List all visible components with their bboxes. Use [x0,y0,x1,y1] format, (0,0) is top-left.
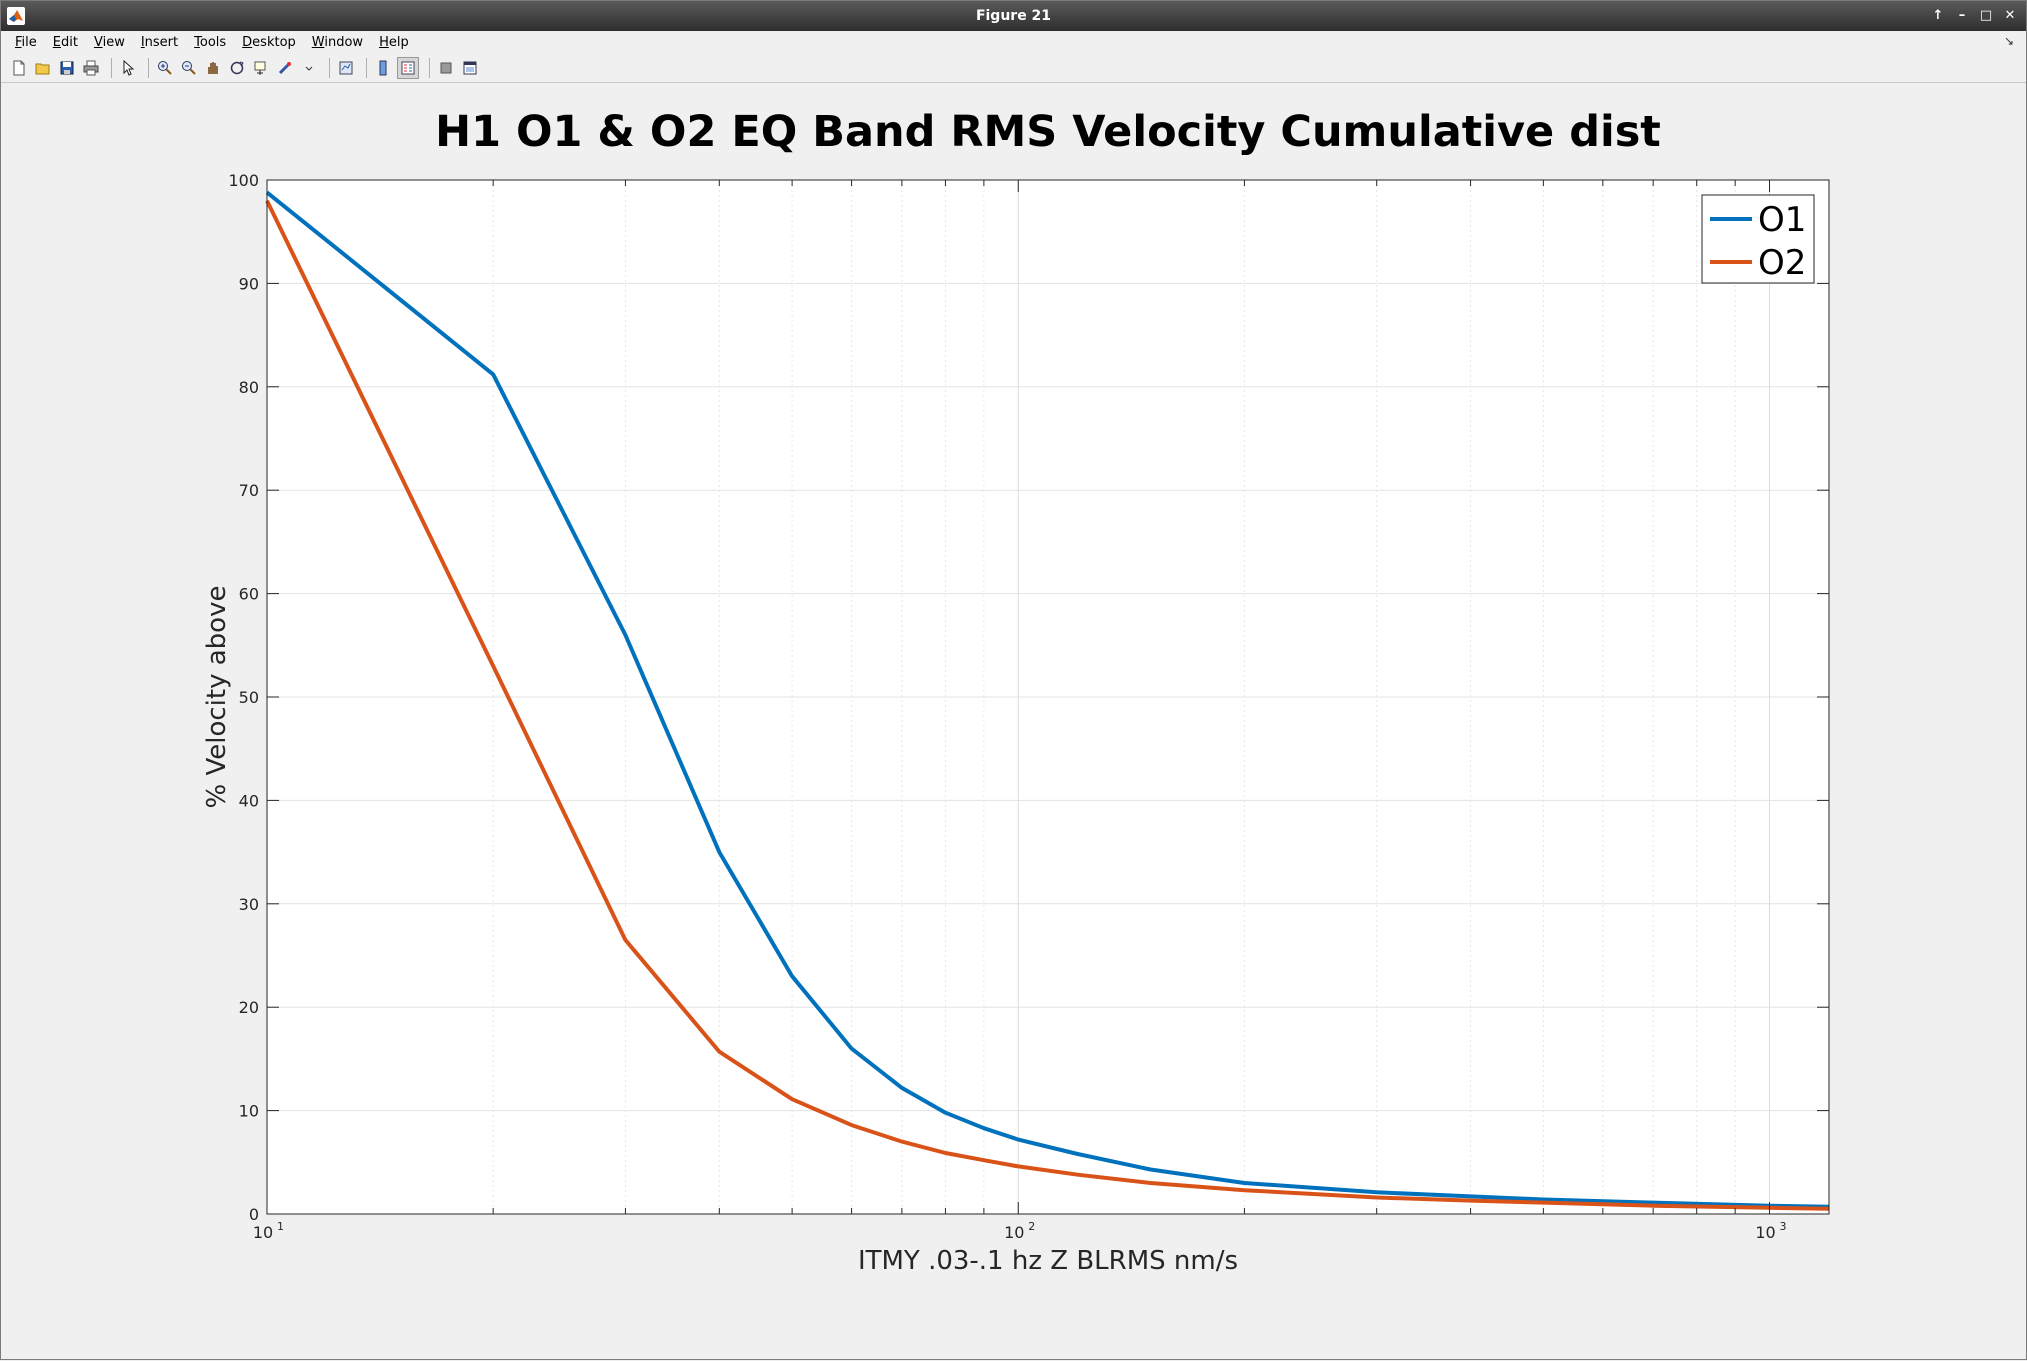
menu-desktop[interactable]: Desktop [242,34,296,50]
toolbar-separator [148,57,149,78]
y-tick-label: 100 [228,171,259,190]
print-icon[interactable] [81,58,101,78]
menu-bar: File Edit View Insert Tools Desktop Wind… [1,31,2026,53]
series-line-o1[interactable] [265,190,1830,1209]
window-title: Figure 21 [975,8,1052,24]
link-icon[interactable] [299,58,319,78]
x-tick-exponent: 3 [1780,1220,1787,1233]
figure-toolbar [1,53,2026,83]
close-icon[interactable]: ✕ [2004,8,2016,23]
x-tick-exponent: 1 [277,1220,284,1233]
minimize-icon[interactable]: – [1958,8,1966,23]
x-tick-label: 10 1 [253,1220,284,1242]
zoom-out-icon[interactable] [179,58,199,78]
menu-file[interactable]: File [15,34,37,50]
figure-canvas: H1 O1 & O2 EQ Band RMS Velocity Cumulati… [3,85,2024,1357]
x-tick-label: 10 2 [1004,1220,1035,1242]
menu-view[interactable]: View [93,34,125,50]
menu-insert[interactable]: Insert [140,34,179,50]
restore-icon[interactable]: ↑ [1932,8,1944,23]
y-tick-label: 30 [239,895,259,914]
dock-icon[interactable] [460,58,480,78]
pan-icon[interactable] [203,58,223,78]
menu-tools[interactable]: Tools [194,34,227,50]
y-tick-label: 40 [239,791,259,810]
y-tick-label: 20 [239,998,259,1017]
dock-arrow-icon[interactable]: ↘ [2003,34,2014,48]
legend-box [1701,194,1815,284]
plot-tools-icon[interactable] [436,58,456,78]
y-axis-label: % Velocity above [202,586,232,809]
new-figure-icon[interactable] [9,58,29,78]
matlab-logo-icon [7,7,25,25]
chart-title: H1 O1 & O2 EQ Band RMS Velocity Cumulati… [435,107,1661,157]
toolbar-separator [366,57,367,78]
zoom-in-icon[interactable] [155,58,175,78]
y-tick-label: 60 [239,585,259,604]
hide-tools-icon[interactable] [397,56,419,79]
x-tick-exponent: 2 [1028,1220,1035,1233]
toolbar-separator [329,57,330,78]
open-file-icon[interactable] [33,58,53,78]
x-tick-base: 10 [1755,1223,1775,1242]
series-lines [265,190,1830,1211]
line-chart[interactable]: H1 O1 & O2 EQ Band RMS Velocity Cumulati… [3,85,2024,1357]
y-tick-label: 10 [239,1102,259,1121]
brush-icon[interactable] [275,58,295,78]
y-tick-label: 80 [239,378,259,397]
y-tick-label: 50 [239,688,259,707]
pointer-icon[interactable] [118,58,138,78]
colorbar-icon[interactable] [336,58,356,78]
y-tick-label: 70 [239,481,259,500]
menu-edit[interactable]: Edit [52,34,78,50]
y-tick-label: 90 [239,274,259,293]
x-axis-label: ITMY .03-.1 hz Z BLRMS nm/s [858,1246,1238,1276]
y-tick-label: 0 [249,1205,259,1224]
x-tick-label: 10 3 [1755,1220,1786,1242]
window-controls: ↑ – □ ✕ [1930,1,2018,31]
menu-window[interactable]: Window [311,34,364,50]
toolbar-separator [111,57,112,78]
legend-label-o1: O1 [1758,200,1806,240]
rotate-icon[interactable] [227,58,247,78]
x-tick-base: 10 [253,1223,273,1242]
x-tick-base: 10 [1004,1223,1024,1242]
legend-icon[interactable] [373,58,393,78]
data-cursor-icon[interactable] [251,58,271,78]
series-line-o2[interactable] [265,199,1830,1211]
toolbar-separator [429,57,430,78]
legend-label-o2: O2 [1758,243,1806,283]
menu-help[interactable]: Help [379,34,409,50]
grid-lines [267,180,1829,1214]
maximize-icon[interactable]: □ [1979,8,1993,23]
save-icon[interactable] [57,58,77,78]
title-bar[interactable]: Figure 21 ↑ – □ ✕ [1,1,2026,31]
